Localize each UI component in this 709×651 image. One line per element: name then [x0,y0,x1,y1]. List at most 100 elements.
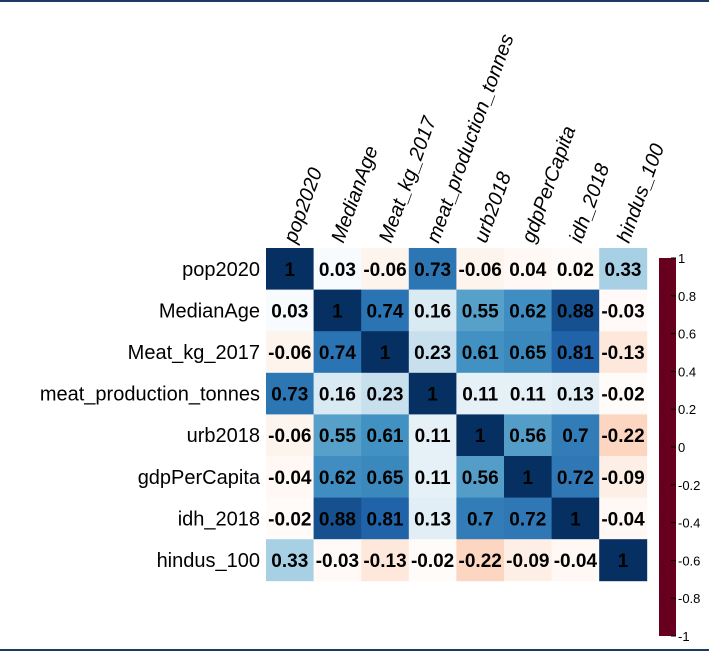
row-label: gdpPerCapita [138,467,261,489]
colorbar-tick-label: -0.2 [678,478,700,493]
cell-value-label: -0.06 [268,426,311,447]
heatmap-cell [551,331,600,374]
heatmap-cell [504,456,552,498]
column-label: pop2020 [279,165,327,247]
colorbar-tick-label: -0.4 [678,516,700,531]
row-label: hindus_100 [157,550,260,572]
cell-value-label: 0.23 [367,385,404,406]
cell-value-label: 0.23 [414,343,451,364]
row-label: pop2020 [182,259,260,281]
heatmap-cell [456,289,505,332]
cell-value-label: 1 [285,260,296,281]
row-label: Meat_kg_2017 [128,342,260,364]
cell-value-label: 0.55 [462,301,499,322]
cell-value-label: 0.7 [562,426,588,447]
cell-value-label: -0.02 [268,509,311,530]
cell-value-label: 0.04 [509,260,546,281]
heatmap-cells: 1 0.03 -0.06 0.73 -0.06 0.04 0.02 0.33 0.03 1 0.74… [266,248,648,582]
cell-value-label: 0.88 [557,301,594,322]
heatmap-cell [313,331,362,374]
heatmap-cell [456,372,505,415]
colorbar-tick-label: 1 [678,251,685,266]
heatmap-cell [361,248,410,290]
heatmap-cell [599,289,648,332]
colorbar-gradient [659,258,676,636]
heatmap-cell [313,414,362,457]
heatmap-cell [456,539,505,582]
heatmap-cell [408,539,457,582]
column-label: idh_2018 [565,161,614,246]
colorbar-tick-label: -1 [678,629,690,644]
heatmap-cell [313,248,362,290]
cell-value-label: 0.56 [462,468,499,489]
cell-value-label: 1 [332,301,343,322]
cell-value-label: 1 [523,468,534,489]
cell-value-label: -0.13 [363,551,406,572]
heatmap-cell [266,456,314,498]
cell-value-label: 0.56 [509,426,546,447]
heatmap-cell [456,497,505,540]
heatmap-cell [599,456,648,498]
colorbar-tick-label: 0.8 [678,289,696,304]
heatmap-cell [599,414,648,457]
colorbar-tick-label: 0.2 [678,402,696,417]
heatmap-cell [408,372,457,415]
heatmap-cell [456,414,505,457]
heatmap-cell [504,372,552,415]
cell-value-label: 0.65 [509,343,546,364]
colorbar-tick-label: -0.8 [678,591,700,606]
cell-value-label: -0.02 [601,385,644,406]
heatmap-cell [313,497,362,540]
cell-value-label: 0.62 [509,301,546,322]
cell-value-label: 1 [570,509,581,530]
column-label: hindus_100 [613,141,669,246]
cell-value-label: -0.04 [268,468,312,489]
row-labels: pop2020 MedianAge Meat_kg_2017 meat_product… [40,259,261,572]
cell-value-label: 0.74 [367,301,404,322]
cell-value-label: -0.03 [316,551,359,572]
heatmap-cell [361,289,410,332]
cell-value-label: 1 [427,385,438,406]
heatmap-cell [599,248,648,290]
heatmap-cell [551,497,600,540]
heatmap-cell [504,289,552,332]
heatmap-cell [551,289,600,332]
cell-value-label: 0.62 [319,468,356,489]
cell-value-label: -0.13 [601,343,644,364]
cell-value-label: 0.33 [605,260,642,281]
cell-value-label: -0.22 [459,551,502,572]
cell-value-label: 0.73 [414,260,451,281]
heatmap-cell [361,372,410,415]
cell-value-label: 0.03 [271,301,308,322]
cell-value-label: -0.04 [554,551,598,572]
cell-value-label: -0.02 [411,551,454,572]
cell-value-label: 0.11 [462,385,498,406]
cell-value-label: -0.09 [506,551,549,572]
heatmap-cell [266,372,314,415]
heatmap-cell [266,331,314,374]
row-label: MedianAge [159,300,260,322]
cell-value-label: -0.06 [459,260,502,281]
heatmap-cell [599,331,648,374]
heatmap-cell [266,497,314,540]
colorbar-tick-label: 0.4 [678,364,696,379]
colorbar-tick-label: -0.6 [678,553,700,568]
cell-value-label: 0.11 [415,468,451,489]
cell-value-label: 0.81 [367,509,404,530]
heatmap-cell [408,414,457,457]
cell-value-label: 0.11 [415,426,451,447]
heatmap-cell [504,414,552,457]
cell-value-label: 0.16 [414,301,451,322]
heatmap-cell [599,372,648,415]
cell-value-label: 0.11 [510,385,546,406]
heatmap-cell [551,372,600,415]
heatmap-cell [266,248,314,290]
cell-value-label: 0.61 [367,426,404,447]
heatmap-cell [266,539,314,582]
heatmap-cell [551,248,600,290]
heatmap-cell [504,331,552,374]
heatmap-cell [599,497,648,540]
heatmap-cell [504,497,552,540]
